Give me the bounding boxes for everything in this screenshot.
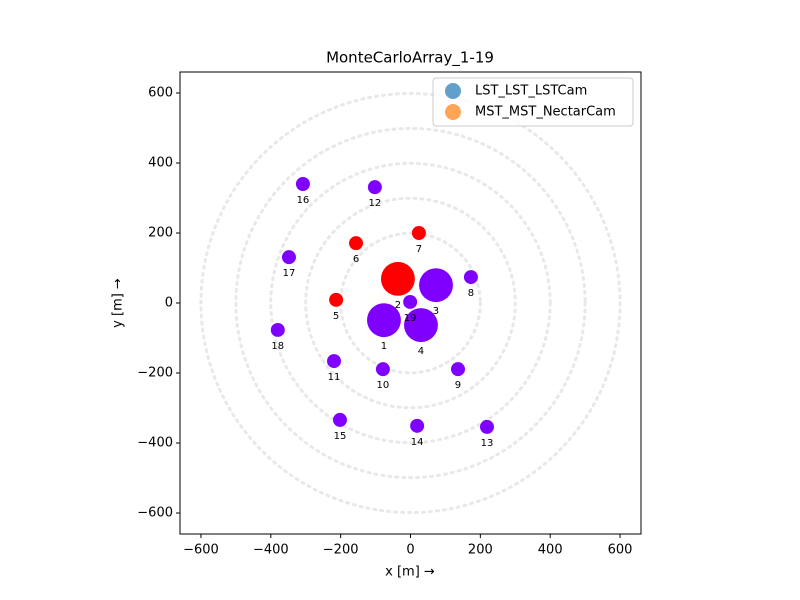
telescope — [411, 226, 426, 240]
telescope — [367, 180, 382, 195]
telescope — [329, 292, 344, 307]
chart-title: MonteCarloArray_1-19 — [326, 49, 494, 68]
telescope — [479, 419, 494, 434]
y-axis-label: y [m] → — [111, 278, 126, 328]
x-tick-label: −400 — [253, 543, 289, 558]
x-tick-label: 400 — [538, 543, 563, 558]
y-tick-label: 200 — [148, 226, 173, 241]
telescope — [410, 418, 425, 433]
telescope-label: 9 — [455, 380, 461, 391]
telescope-label: 10 — [377, 380, 390, 391]
telescope-label: 14 — [411, 437, 424, 448]
telescope — [404, 308, 438, 342]
telescope-label: 15 — [334, 431, 347, 442]
telescope — [403, 294, 418, 309]
telescope — [463, 270, 478, 285]
y-tick-label: −400 — [137, 436, 173, 451]
legend-label: LST_LST_LSTCam — [475, 84, 587, 99]
reference-circle — [199, 91, 622, 515]
x-axis-label: x [m] → — [385, 565, 435, 580]
x-tick-label: 200 — [468, 543, 493, 558]
telescope — [270, 322, 285, 337]
legend: LST_LST_LSTCam MST_MST_NectarCam — [432, 77, 634, 127]
legend-label: MST_MST_NectarCam — [475, 105, 616, 120]
telescope-label: 17 — [283, 268, 296, 279]
x-tick-label: −200 — [323, 543, 359, 558]
telescope-label: 3 — [433, 306, 439, 317]
telescope-label: 19 — [404, 313, 417, 324]
telescope — [367, 303, 401, 338]
telescope-label: 12 — [369, 198, 382, 209]
y-tick-label: 400 — [148, 156, 173, 171]
legend-marker — [445, 83, 461, 99]
telescope-label: 5 — [333, 311, 339, 322]
y-tick-label: 600 — [148, 86, 173, 101]
telescope-label: 18 — [271, 341, 284, 352]
x-tick-label: 0 — [406, 543, 414, 558]
telescope-label: 1 — [381, 341, 387, 352]
telescope-label: 4 — [418, 346, 424, 357]
reference-circle — [304, 196, 517, 410]
telescope — [295, 177, 310, 191]
telescope-label: 13 — [481, 438, 494, 449]
telescope — [375, 362, 390, 377]
x-tick-label: −600 — [183, 543, 219, 558]
telescope — [380, 261, 415, 296]
reference-circle — [269, 161, 552, 445]
telescope-label: 6 — [353, 254, 359, 265]
telescope-label: 16 — [297, 195, 310, 206]
telescope — [281, 250, 296, 265]
telescope — [419, 268, 453, 303]
legend-box — [432, 77, 634, 127]
y-tick-label: 0 — [165, 296, 173, 311]
reference-circle — [234, 126, 587, 480]
telescope — [451, 362, 465, 377]
telescope-label: 11 — [328, 372, 341, 383]
telescope — [332, 412, 347, 427]
telescope — [349, 236, 364, 251]
y-tick-label: −200 — [137, 366, 173, 381]
telescope — [327, 354, 342, 369]
x-tick-label: 600 — [608, 543, 633, 558]
telescope-label: 8 — [468, 288, 474, 299]
legend-marker — [445, 104, 461, 120]
telescope-label: 2 — [395, 300, 401, 311]
telescope-label: 7 — [416, 244, 422, 255]
y-tick-label: −600 — [137, 506, 173, 521]
